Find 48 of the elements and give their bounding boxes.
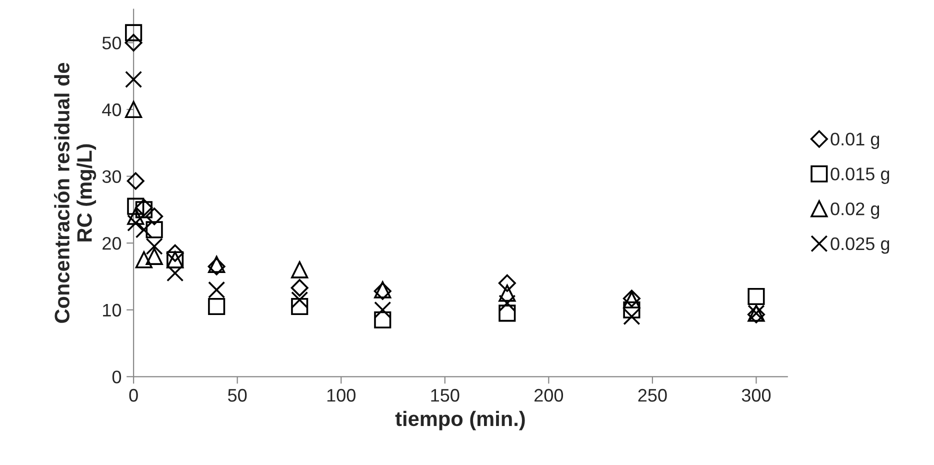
point bbox=[166, 264, 184, 282]
y-tick-label: 20 bbox=[102, 237, 122, 250]
point bbox=[125, 70, 142, 88]
point bbox=[124, 34, 142, 52]
point bbox=[146, 221, 163, 238]
y-tick-label: 50 bbox=[102, 36, 122, 50]
x-tick-label: 250 bbox=[638, 388, 667, 402]
point bbox=[374, 311, 392, 328]
x-tick-label: 0 bbox=[129, 388, 138, 402]
point bbox=[125, 100, 142, 118]
x-tick-label: 50 bbox=[228, 388, 247, 402]
point bbox=[623, 308, 640, 326]
point bbox=[146, 208, 164, 226]
legend-label: 0.025 g bbox=[830, 237, 890, 254]
point bbox=[146, 248, 163, 265]
point bbox=[127, 208, 144, 225]
legend-label: 0.015 g bbox=[830, 168, 890, 184]
point bbox=[125, 24, 142, 42]
y-tick-label: 40 bbox=[102, 103, 122, 116]
point bbox=[291, 298, 308, 316]
point bbox=[623, 301, 640, 318]
point bbox=[498, 274, 516, 292]
point bbox=[146, 238, 163, 255]
point bbox=[166, 244, 184, 262]
y-tick-label: 10 bbox=[103, 304, 122, 317]
point bbox=[291, 261, 308, 278]
point bbox=[208, 281, 226, 298]
point bbox=[135, 251, 152, 268]
y-tick-label: 30 bbox=[102, 170, 122, 183]
point bbox=[291, 291, 308, 308]
point bbox=[374, 301, 392, 318]
x-tick-label: 150 bbox=[431, 388, 460, 402]
y-tick-label: 0 bbox=[112, 370, 122, 384]
x-tick-label: 200 bbox=[534, 388, 564, 402]
point bbox=[290, 279, 308, 297]
x-tick-label: 100 bbox=[327, 388, 356, 402]
point bbox=[748, 288, 765, 306]
legend-label: 0.02 g bbox=[830, 202, 880, 219]
point bbox=[126, 172, 144, 190]
point bbox=[498, 304, 516, 322]
x-axis-title: tiempo (min.) bbox=[395, 410, 525, 430]
point bbox=[498, 284, 516, 302]
point bbox=[208, 298, 226, 316]
x-tick-label: 300 bbox=[742, 388, 771, 402]
point bbox=[127, 198, 144, 215]
point bbox=[127, 214, 144, 232]
legend-label: 0.01 g bbox=[830, 132, 880, 150]
y-axis-title: Concentración residual de RC (mg/L) bbox=[54, 62, 96, 323]
